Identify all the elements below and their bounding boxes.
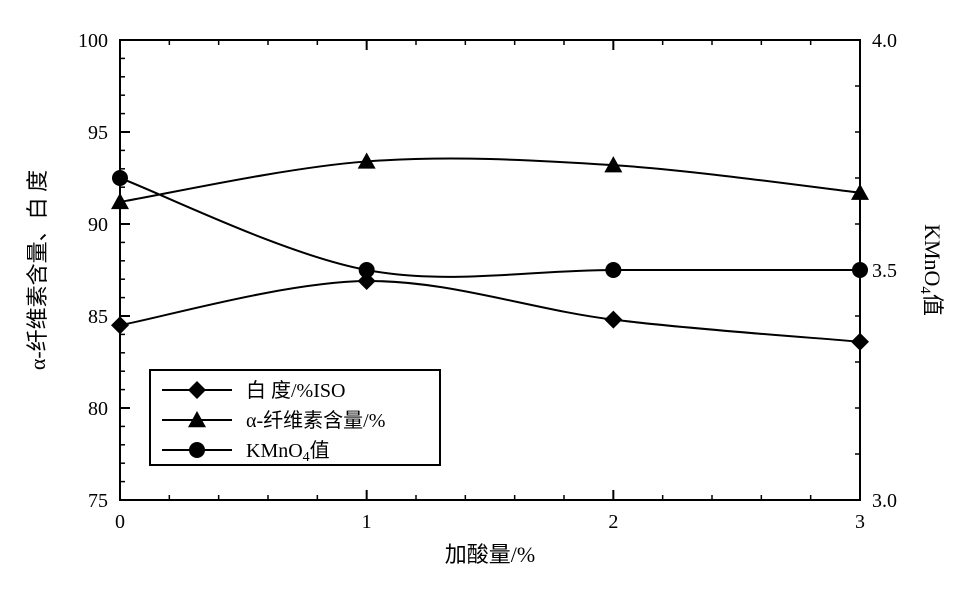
right-y-tick-label: 3.0 — [872, 490, 897, 512]
left-y-tick-label: 85 — [88, 306, 108, 328]
left-y-tick-label: 95 — [88, 122, 108, 144]
right-axis-label: KMnO4值 — [917, 224, 945, 316]
legend-label-whiteness: 白 度/%ISO — [246, 379, 345, 402]
legend-label-kmno4: KMnO4值 — [246, 439, 330, 465]
left-y-tick-label: 100 — [78, 30, 108, 52]
x-tick-label: 2 — [608, 511, 618, 533]
left-y-tick-label: 90 — [88, 214, 108, 236]
x-tick-label: 3 — [855, 511, 865, 533]
chart-svg: 0 1 2 3 75 80 85 90 95 100 3.0 3.5 4.0 α-纤维素含量、白 度 KMn… — [0, 0, 957, 596]
legend-label-alpha_cellulose: α-纤维素含量/% — [246, 409, 385, 432]
left-y-tick-label: 75 — [88, 490, 108, 512]
x-tick-label: 0 — [115, 511, 125, 533]
series-kmno4 — [112, 170, 868, 278]
series-alpha_cellulose — [111, 152, 869, 209]
chart-container: 0 1 2 3 75 80 85 90 95 100 3.0 3.5 4.0 α-纤维素含量、白 度 KMn… — [0, 0, 957, 596]
left-y-tick-label: 80 — [88, 398, 108, 420]
legend: 白 度/%ISO α-纤维素含量/% KMnO4值 — [150, 370, 440, 465]
x-tick-label: 1 — [362, 511, 372, 533]
series-whiteness — [111, 272, 869, 351]
right-y-tick-label: 3.5 — [872, 260, 897, 282]
left-axis-label: α-纤维素含量、白 度 — [25, 170, 50, 370]
x-axis-label: 加酸量/% — [445, 542, 535, 567]
right-y-tick-label: 4.0 — [872, 30, 897, 52]
